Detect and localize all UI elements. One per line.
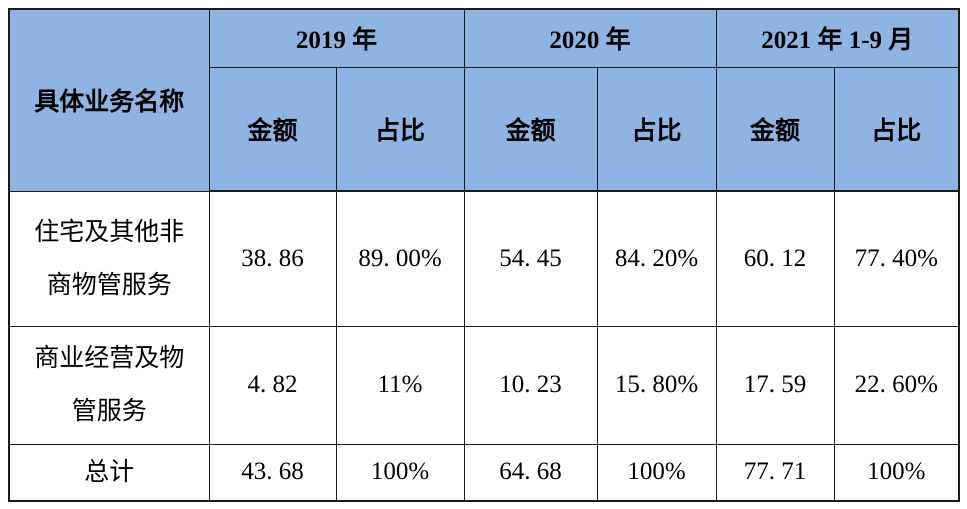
business-breakdown-table: 具体业务名称 2019 年 2020 年 2021 年 1-9 月 金额 占比 … — [8, 8, 960, 502]
table-row-commercial: 商业经营及物 管服务 4. 82 11% 10. 23 15. 80% 17. … — [8, 325, 960, 445]
header-year-group-2019: 2019 年 — [208, 8, 465, 68]
row-label: 商业经营及物 管服务 — [8, 325, 210, 445]
cell-amount-2019: 4. 82 — [208, 325, 337, 445]
header-business-name: 具体业务名称 — [8, 8, 210, 192]
row-label-line: 住宅及其他非 — [34, 218, 185, 246]
header-ratio-2020: 占比 — [596, 66, 717, 192]
cell-ratio-2019: 100% — [335, 443, 465, 502]
header-amount-2021: 金额 — [715, 66, 835, 192]
header-year-group-2020: 2020 年 — [463, 8, 717, 68]
row-label-line: 商物管服务 — [46, 271, 172, 299]
table-row-residential: 住宅及其他非 商物管服务 38. 86 89. 00% 54. 45 84. 2… — [8, 190, 960, 327]
cell-amount-2021: 60. 12 — [715, 190, 835, 327]
cell-ratio-2019: 11% — [335, 325, 465, 445]
cell-amount-2020: 54. 45 — [463, 190, 598, 327]
header-row-subcolumns: 金额 占比 金额 占比 金额 占比 — [9, 66, 960, 192]
cell-amount-2020: 10. 23 — [463, 325, 598, 445]
cell-amount-2021: 17. 59 — [715, 325, 835, 445]
cell-amount-2021: 77. 71 — [715, 443, 835, 502]
table-row-total: 总计 43. 68 100% 64. 68 100% 77. 71 100% — [8, 443, 960, 502]
cell-ratio-2021: 22. 60% — [833, 325, 960, 445]
row-label-line: 商业经营及物 — [34, 345, 185, 372]
header-year-group-2021: 2021 年 1-9 月 — [715, 8, 960, 68]
revenue-by-business-table: 具体业务名称 2019 年 2020 年 2021 年 1-9 月 金额 占比 … — [8, 8, 960, 502]
cell-ratio-2021: 77. 40% — [833, 190, 960, 327]
header-ratio-2021: 占比 — [833, 66, 960, 192]
row-label: 总计 — [8, 443, 210, 502]
cell-ratio-2019: 89. 00% — [335, 190, 465, 327]
cell-ratio-2020: 84. 20% — [596, 190, 717, 327]
cell-amount-2020: 64. 68 — [463, 443, 598, 502]
header-row-years: 具体业务名称 2019 年 2020 年 2021 年 1-9 月 — [8, 8, 960, 192]
cell-ratio-2020: 100% — [596, 443, 717, 502]
cell-amount-2019: 43. 68 — [208, 443, 337, 502]
cell-amount-2019: 38. 86 — [208, 190, 337, 327]
row-label-line: 管服务 — [71, 398, 147, 425]
cell-ratio-2021: 100% — [833, 443, 960, 502]
header-amount-2019: 金额 — [208, 66, 337, 192]
header-ratio-2019: 占比 — [335, 66, 465, 192]
header-amount-2020: 金额 — [463, 66, 598, 192]
row-label: 住宅及其他非 商物管服务 — [8, 190, 210, 327]
row-label-line: 总计 — [84, 458, 135, 486]
cell-ratio-2020: 15. 80% — [596, 325, 717, 445]
